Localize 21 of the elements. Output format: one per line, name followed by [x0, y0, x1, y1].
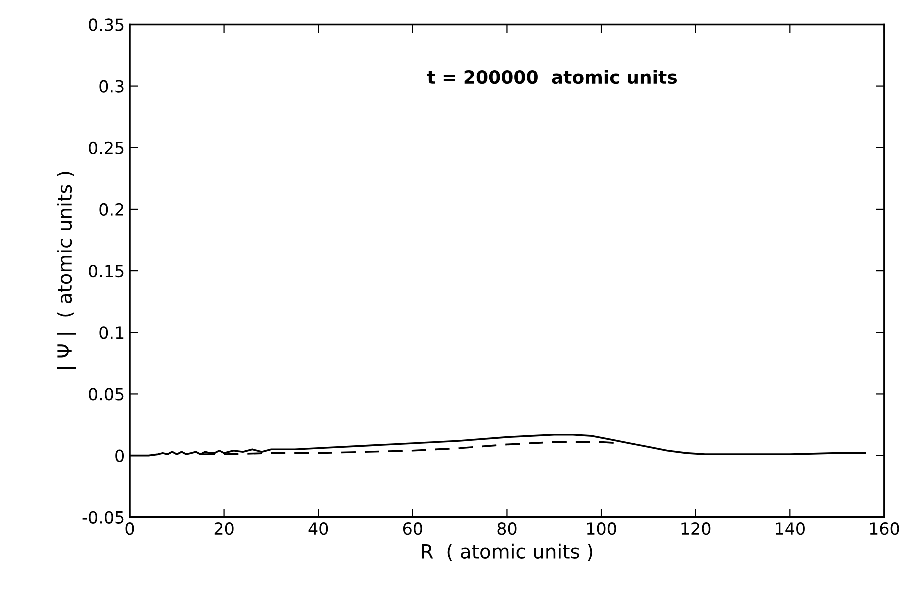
x-tick-label: 0 [126, 522, 134, 536]
x-tick-label: 60 [403, 522, 422, 536]
x-axis-title: R ( atomic units ) [422, 544, 592, 562]
x-tick-label: 40 [308, 522, 328, 536]
y-tick-label: 0.05 [89, 388, 124, 401]
x-tick-label: 20 [214, 522, 234, 536]
y-axis-title: | Ψ | ( atomic units ) [57, 172, 76, 370]
x-tick-label: 120 [682, 522, 711, 536]
x-tick-label: 100 [587, 522, 616, 536]
y-tick-label: -0.05 [82, 511, 124, 524]
y-tick-label: 0.35 [89, 18, 124, 32]
y-tick-label: 0.25 [89, 142, 124, 154]
y-tick-label: 0 [116, 450, 124, 462]
x-tick-label: 80 [498, 522, 517, 536]
y-tick-label: 0.2 [100, 203, 124, 216]
y-tick-label: 0.3 [100, 80, 124, 93]
y-tick-label: 0.1 [100, 326, 124, 340]
x-tick-label: 140 [776, 522, 805, 536]
annotation: t = 200000 atomic units [427, 70, 678, 84]
x-tick-label: 160 [870, 522, 900, 536]
y-tick-label: 0.15 [89, 265, 124, 278]
